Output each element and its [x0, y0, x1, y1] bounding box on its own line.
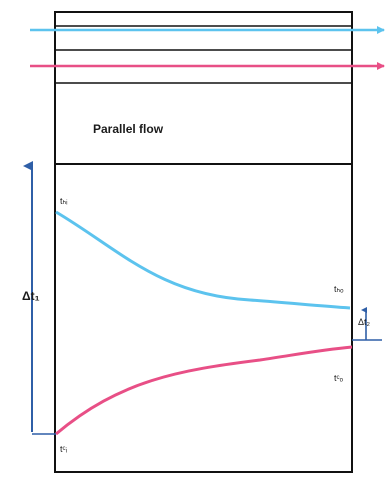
diagram-frame	[54, 11, 353, 473]
hot-inlet-label: tₕᵢ	[60, 196, 68, 206]
hot-outlet-label: tₕₒ	[334, 284, 344, 294]
diagram-title: Parallel flow	[93, 122, 164, 136]
hot-fluid-curve	[55, 210, 351, 310]
cold-fluid-curve	[55, 345, 353, 436]
cold-outlet-label: tᶜₒ	[334, 373, 344, 383]
delta-t2-label: Δt₂	[358, 317, 371, 327]
delta-t1-label: Δt₁	[22, 289, 40, 303]
cold-inlet-label: tᶜᵢ	[60, 444, 67, 454]
